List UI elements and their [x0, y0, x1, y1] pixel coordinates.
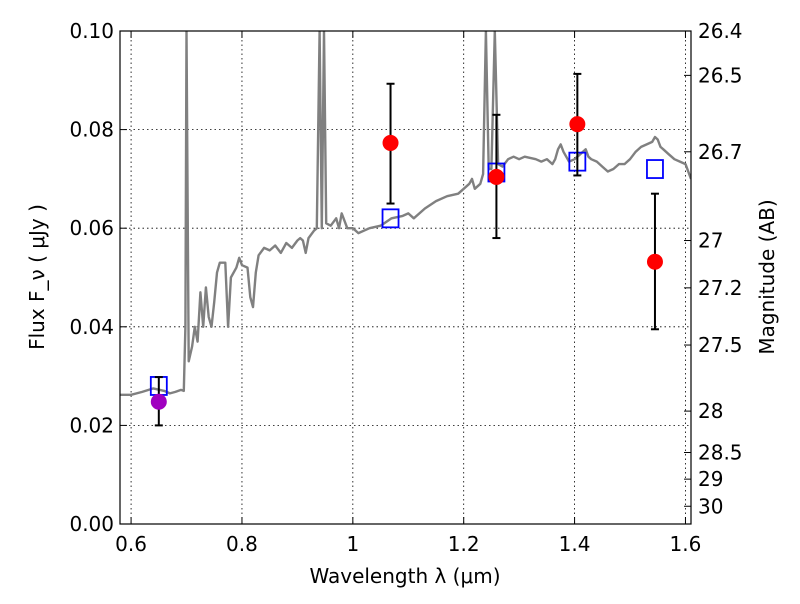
y-tick-label: 0.10 [69, 19, 114, 43]
y-tick-label: 0.00 [69, 512, 114, 536]
grid [120, 30, 691, 525]
y-tick-label: 0.06 [69, 216, 114, 240]
observed-point-marker [646, 253, 663, 270]
y2-tick-label: 27 [698, 229, 723, 253]
spectrum-line [120, 31, 691, 396]
y-tick-label: 0.04 [69, 315, 114, 339]
model-square-marker [646, 159, 664, 179]
y2-tick-label: 30 [698, 494, 723, 518]
model-square-marker [381, 208, 400, 229]
y-tick-label: 0.08 [69, 118, 114, 142]
data-layer [120, 31, 691, 427]
y2-tick-label: 28 [698, 399, 723, 423]
y2-tick-label: 26.5 [698, 63, 743, 87]
plot-frame [119, 30, 692, 525]
x-tick-label: 1.2 [448, 532, 480, 556]
x-tick-label: 1 [346, 532, 359, 556]
y2-tick-label: 29 [698, 467, 723, 491]
y2-tick-label: 28.5 [698, 441, 743, 465]
y-tick-label: 0.02 [69, 413, 114, 437]
x-tick-label: 0.8 [226, 532, 258, 556]
observed-point-marker [150, 393, 167, 410]
x-tick-label: 1.4 [559, 532, 591, 556]
y2-tick-label: 27.2 [698, 276, 743, 300]
observed-point-marker [382, 134, 399, 151]
x-axis-label: Wavelength λ (μm) [309, 564, 500, 588]
y2-tick-label: 26.4 [698, 19, 743, 43]
x-tick-label: 0.6 [115, 532, 147, 556]
y-axis-label: Flux F_ν ( μJy ) [25, 204, 49, 350]
observed-point-marker [488, 168, 505, 185]
ticks: 0.6 0.8 1 1.2 1.4 1.6 0.00 0.02 0.04 0.06 0.08 0.10… [69, 19, 742, 556]
y2-axis-label: Magnitude (AB) [755, 199, 779, 354]
y2-tick-label: 27.5 [698, 333, 743, 357]
observed-point-marker [569, 116, 586, 133]
x-tick-label: 1.6 [670, 532, 702, 556]
y2-tick-label: 26.7 [698, 140, 743, 164]
